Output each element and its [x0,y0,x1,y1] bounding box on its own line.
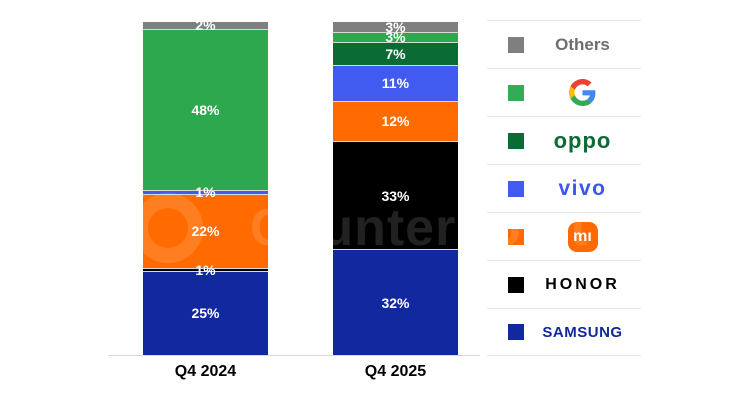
bar-segment-others: 2% [143,18,268,32]
segment-value-label: 25% [191,305,220,322]
legend-row-google [487,68,641,116]
legend-logo-box: SAMSUNG [524,325,641,340]
segment-value-label: 33% [381,187,410,204]
segment-value-label: 32% [381,294,410,311]
legend-label-samsung: SAMSUNG [542,323,623,341]
segment-value-label: 3% [385,18,406,35]
legend-swatch-oppo [508,132,524,149]
bar-segment-honor: 33% [333,140,458,250]
segment-value-label: 2% [195,17,216,34]
legend-row-mi: mı [487,212,641,260]
segment-value-label: 1% [195,184,216,201]
legend-row-others: Others [487,20,641,68]
legend-swatch-samsung [508,324,524,340]
segment-value-label: 1% [195,261,216,278]
legend-label-oppo: oppo [553,127,612,153]
bar-column: 2% 48% 1% 22% 1% 25% [143,18,268,355]
xiaomi-logo-icon: mı [567,221,598,252]
legend-swatch-google [508,84,524,101]
legend-swatch-honor [508,276,524,293]
legend-row-samsung: SAMSUNG [487,308,641,356]
bar-segment-google: 3% [333,29,458,46]
legend-logo-box: Others [524,36,641,53]
segment-value-label: 7% [385,45,406,62]
bar-segment-mi: 22% [143,193,268,268]
legend-logo-box: vivo [524,178,641,199]
legend-logo-box: HONOR [524,275,641,293]
legend-label-vivo: vivo [558,177,607,200]
segment-value-label: 48% [191,101,220,118]
legend-swatch-mi [508,228,524,245]
bar-segment-samsung: 25% [143,270,268,355]
bar-segment-samsung: 32% [333,249,458,355]
legend-logo-box: oppo [524,127,641,153]
legend-row-oppo: oppo [487,116,641,164]
legend-logo-box: mı [524,221,641,252]
x-axis-line [108,355,480,356]
segment-value-label: 3% [385,29,406,46]
legend-logo-box [524,79,641,106]
bar-segment-vivo: 1% [143,185,268,199]
bar-column: 3% 3% 7% 11% 12% 33% 32% [333,18,458,355]
segment-value-label: 22% [191,223,220,240]
legend-label-others: Others [555,35,610,54]
x-axis-label-q4-2025: Q4 2025 [364,363,427,380]
legend-label-honor: HONOR [545,275,620,293]
legend-row-vivo: vivo [487,164,641,212]
bar-segment-oppo: 7% [333,41,458,65]
legend-swatch-vivo [508,180,524,197]
bar-segment-others: 3% [333,18,458,35]
google-logo-icon [569,79,596,106]
legend-row-honor: HONOR [487,260,641,308]
x-axis-label-q4-2024: Q4 2024 [174,363,237,380]
bar-segment-vivo: 11% [333,64,458,102]
legend-swatch-others [508,36,524,53]
segment-value-label: 11% [381,75,410,92]
segment-value-label: 12% [381,113,410,130]
legend: Others oppo vivo mı HONOR SAMSUNG [487,20,641,356]
bar-segment-mi: 12% [333,101,458,141]
bar-segment-google: 48% [143,28,268,191]
bar-segment-honor: 1% [143,263,268,277]
